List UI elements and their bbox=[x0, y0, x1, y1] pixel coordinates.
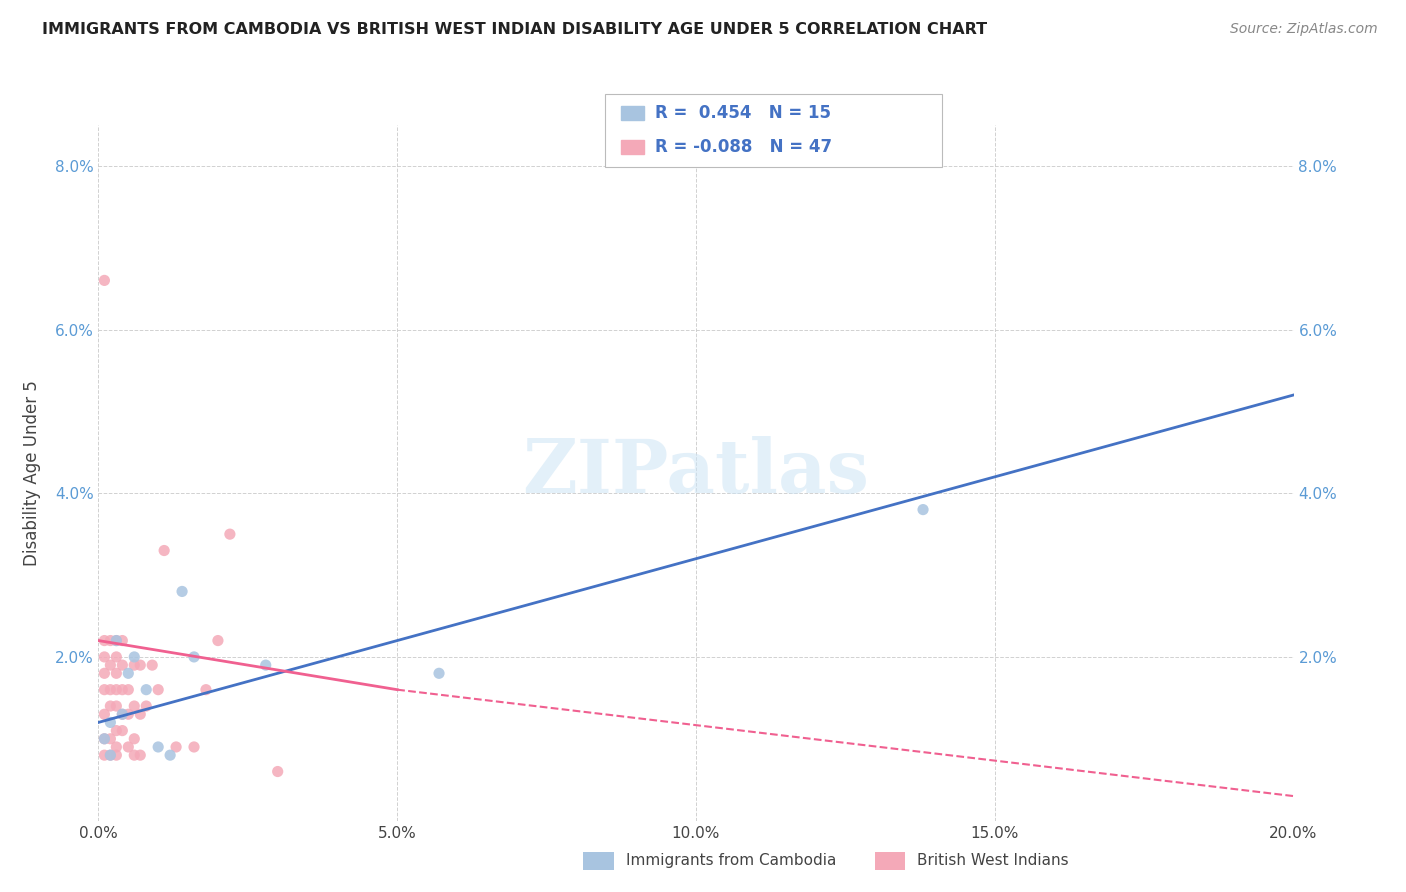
Point bbox=[207, 633, 229, 648]
Point bbox=[105, 682, 128, 697]
Point bbox=[93, 731, 115, 746]
Point bbox=[93, 748, 115, 763]
Point bbox=[183, 649, 205, 664]
Point bbox=[117, 682, 139, 697]
Point bbox=[100, 633, 122, 648]
Point bbox=[93, 633, 115, 648]
Point bbox=[124, 748, 146, 763]
Point bbox=[105, 699, 128, 714]
Point bbox=[100, 748, 122, 763]
Point bbox=[105, 633, 128, 648]
Point bbox=[105, 666, 128, 681]
Text: British West Indians: British West Indians bbox=[917, 854, 1069, 868]
Point bbox=[195, 682, 218, 697]
Point bbox=[129, 748, 152, 763]
Point bbox=[117, 707, 139, 722]
Point bbox=[105, 723, 128, 738]
Point bbox=[105, 633, 128, 648]
Point bbox=[111, 682, 134, 697]
Point bbox=[93, 649, 115, 664]
Point bbox=[100, 731, 122, 746]
Point bbox=[105, 739, 128, 754]
Point bbox=[124, 649, 146, 664]
Point bbox=[93, 273, 115, 287]
Point bbox=[117, 739, 139, 754]
Point bbox=[111, 658, 134, 673]
Point bbox=[93, 707, 115, 722]
Point bbox=[93, 731, 115, 746]
Point bbox=[148, 682, 170, 697]
Point bbox=[159, 748, 181, 763]
Point bbox=[111, 723, 134, 738]
Point bbox=[183, 739, 205, 754]
Point bbox=[165, 739, 187, 754]
Point bbox=[427, 666, 450, 681]
Point bbox=[105, 748, 128, 763]
Point bbox=[117, 666, 139, 681]
Point bbox=[135, 699, 157, 714]
Text: R =  0.454   N = 15: R = 0.454 N = 15 bbox=[655, 104, 831, 122]
Text: R = -0.088   N = 47: R = -0.088 N = 47 bbox=[655, 138, 832, 156]
Point bbox=[105, 649, 128, 664]
Point bbox=[148, 739, 170, 754]
Point bbox=[124, 731, 146, 746]
Point bbox=[172, 584, 194, 599]
Point bbox=[129, 658, 152, 673]
Point bbox=[912, 502, 935, 516]
Point bbox=[100, 658, 122, 673]
Point bbox=[93, 682, 115, 697]
Point bbox=[100, 699, 122, 714]
Point bbox=[111, 707, 134, 722]
Point bbox=[111, 633, 134, 648]
Point bbox=[124, 658, 146, 673]
Text: Source: ZipAtlas.com: Source: ZipAtlas.com bbox=[1230, 22, 1378, 37]
Point bbox=[135, 682, 157, 697]
Point bbox=[111, 707, 134, 722]
Point bbox=[153, 543, 176, 558]
Point bbox=[100, 715, 122, 730]
Point bbox=[254, 658, 277, 673]
Y-axis label: Disability Age Under 5: Disability Age Under 5 bbox=[22, 380, 41, 566]
Point bbox=[267, 764, 290, 779]
Point bbox=[124, 699, 146, 714]
Point bbox=[93, 666, 115, 681]
Text: Immigrants from Cambodia: Immigrants from Cambodia bbox=[626, 854, 837, 868]
Point bbox=[129, 707, 152, 722]
Point bbox=[219, 527, 242, 541]
Point bbox=[100, 748, 122, 763]
Point bbox=[141, 658, 163, 673]
Text: IMMIGRANTS FROM CAMBODIA VS BRITISH WEST INDIAN DISABILITY AGE UNDER 5 CORRELATI: IMMIGRANTS FROM CAMBODIA VS BRITISH WEST… bbox=[42, 22, 987, 37]
Point bbox=[100, 682, 122, 697]
Text: ZIPatlas: ZIPatlas bbox=[523, 436, 869, 509]
